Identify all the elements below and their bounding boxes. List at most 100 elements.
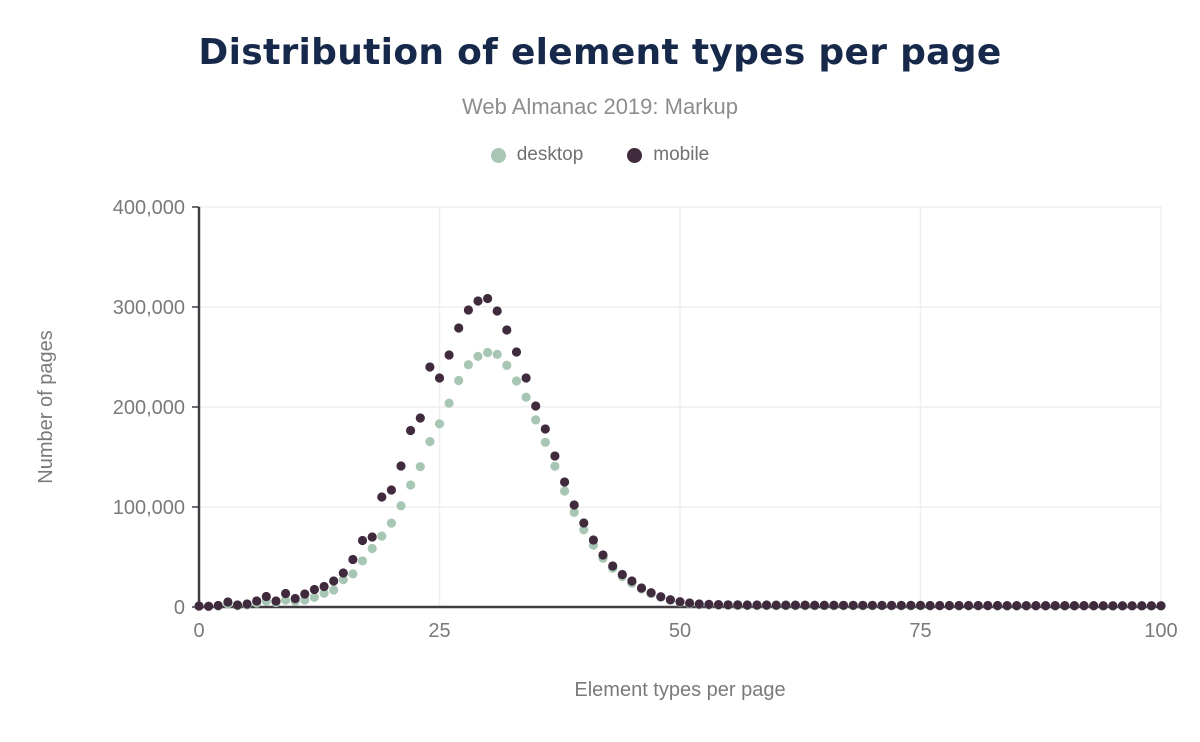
data-point-mobile[interactable] <box>406 425 416 436</box>
data-point-mobile[interactable] <box>367 532 377 542</box>
data-point-mobile[interactable] <box>771 600 781 610</box>
data-point-mobile[interactable] <box>521 373 531 383</box>
data-point-mobile[interactable] <box>1050 601 1060 611</box>
data-point-mobile[interactable] <box>925 600 935 611</box>
data-point-desktop[interactable] <box>502 360 512 370</box>
data-point-desktop[interactable] <box>377 531 387 541</box>
data-point-mobile[interactable] <box>877 600 887 611</box>
data-point-mobile[interactable] <box>1002 601 1012 611</box>
data-point-mobile[interactable] <box>1079 601 1089 611</box>
data-point-mobile[interactable] <box>492 306 502 316</box>
data-point-mobile[interactable] <box>598 550 608 560</box>
data-point-desktop[interactable] <box>444 398 454 408</box>
data-point-mobile[interactable] <box>762 600 772 610</box>
data-point-desktop[interactable] <box>425 437 435 447</box>
data-point-mobile[interactable] <box>261 591 271 602</box>
data-point-desktop[interactable] <box>550 461 560 471</box>
data-point-mobile[interactable] <box>502 325 512 335</box>
data-point-mobile[interactable] <box>560 477 570 487</box>
data-point-desktop[interactable] <box>281 595 291 605</box>
data-point-mobile[interactable] <box>1089 601 1099 611</box>
data-point-mobile[interactable] <box>915 600 926 611</box>
data-point-mobile[interactable] <box>357 535 368 546</box>
data-point-mobile[interactable] <box>733 600 743 610</box>
data-point-mobile[interactable] <box>1156 601 1166 611</box>
data-point-mobile[interactable] <box>213 600 223 611</box>
data-point-mobile[interactable] <box>463 305 473 315</box>
data-point-mobile[interactable] <box>588 535 599 545</box>
data-point-mobile[interactable] <box>838 600 849 610</box>
data-point-mobile[interactable] <box>723 600 733 610</box>
data-point-desktop[interactable] <box>492 349 502 359</box>
data-point-mobile[interactable] <box>281 588 291 599</box>
data-point-desktop[interactable] <box>454 375 464 386</box>
data-point-mobile[interactable] <box>944 600 955 611</box>
data-point-mobile[interactable] <box>829 600 839 610</box>
data-point-desktop[interactable] <box>434 419 445 429</box>
data-point-mobile[interactable] <box>617 569 627 580</box>
data-point-mobile[interactable] <box>810 600 820 610</box>
data-point-mobile[interactable] <box>906 600 916 611</box>
data-point-mobile[interactable] <box>444 350 454 360</box>
data-point-mobile[interactable] <box>242 599 252 609</box>
data-point-mobile[interactable] <box>819 600 829 610</box>
data-point-desktop[interactable] <box>386 518 396 528</box>
data-point-mobile[interactable] <box>338 568 348 578</box>
data-point-mobile[interactable] <box>454 323 464 333</box>
data-point-mobile[interactable] <box>656 592 666 602</box>
data-point-mobile[interactable] <box>223 597 233 607</box>
data-point-mobile[interactable] <box>964 600 974 611</box>
data-point-mobile[interactable] <box>194 601 204 611</box>
data-point-desktop[interactable] <box>569 507 579 517</box>
data-point-mobile[interactable] <box>627 576 637 586</box>
data-point-mobile[interactable] <box>867 600 878 610</box>
data-point-mobile[interactable] <box>550 451 560 461</box>
data-point-mobile[interactable] <box>887 600 897 611</box>
data-point-desktop[interactable] <box>483 347 493 358</box>
data-point-desktop[interactable] <box>396 501 406 511</box>
data-point-mobile[interactable] <box>704 599 714 610</box>
data-point-desktop[interactable] <box>357 556 368 566</box>
data-point-desktop[interactable] <box>473 351 483 361</box>
data-point-desktop[interactable] <box>338 575 348 585</box>
data-point-desktop[interactable] <box>367 543 377 554</box>
data-point-mobile[interactable] <box>271 596 281 606</box>
data-point-mobile[interactable] <box>800 600 810 610</box>
data-point-desktop[interactable] <box>560 486 570 496</box>
data-point-desktop[interactable] <box>463 360 473 370</box>
data-point-desktop[interactable] <box>415 462 425 472</box>
data-point-mobile[interactable] <box>1137 601 1147 611</box>
data-point-mobile[interactable] <box>636 583 647 593</box>
data-point-mobile[interactable] <box>675 597 685 607</box>
data-point-desktop[interactable] <box>531 415 541 425</box>
data-point-desktop[interactable] <box>329 585 339 595</box>
data-point-mobile[interactable] <box>329 576 339 586</box>
data-point-mobile[interactable] <box>204 601 214 611</box>
data-point-mobile[interactable] <box>1031 601 1041 611</box>
data-point-desktop[interactable] <box>319 588 329 598</box>
data-point-mobile[interactable] <box>1127 601 1137 611</box>
data-point-mobile[interactable] <box>348 554 358 565</box>
data-point-desktop[interactable] <box>511 376 522 386</box>
data-point-mobile[interactable] <box>425 362 435 372</box>
data-point-mobile[interactable] <box>1117 601 1128 611</box>
data-point-desktop[interactable] <box>309 592 319 602</box>
data-point-mobile[interactable] <box>511 347 522 357</box>
data-point-mobile[interactable] <box>983 600 993 611</box>
data-point-mobile[interactable] <box>694 599 704 609</box>
data-point-mobile[interactable] <box>790 600 801 610</box>
data-point-mobile[interactable] <box>954 600 964 611</box>
data-point-mobile[interactable] <box>1146 601 1156 611</box>
data-point-mobile[interactable] <box>300 589 310 599</box>
data-point-mobile[interactable] <box>252 596 262 606</box>
data-point-mobile[interactable] <box>232 600 243 610</box>
data-point-mobile[interactable] <box>483 293 493 304</box>
data-point-mobile[interactable] <box>752 600 762 610</box>
data-point-desktop[interactable] <box>521 392 531 402</box>
data-point-mobile[interactable] <box>569 500 579 510</box>
data-point-mobile[interactable] <box>685 598 695 608</box>
data-point-mobile[interactable] <box>386 485 396 495</box>
data-point-mobile[interactable] <box>1108 601 1118 611</box>
data-point-mobile[interactable] <box>579 518 589 528</box>
data-point-desktop[interactable] <box>540 437 550 447</box>
